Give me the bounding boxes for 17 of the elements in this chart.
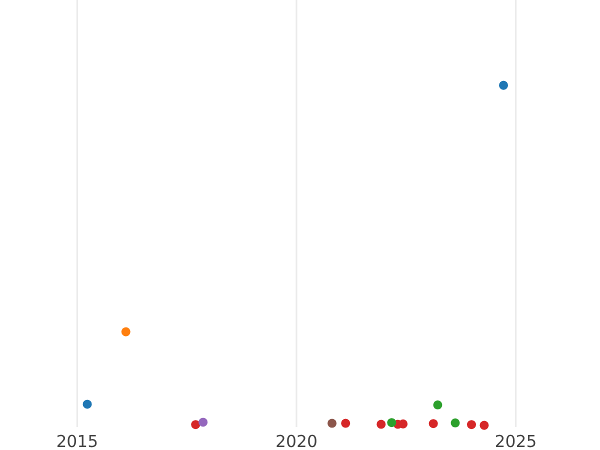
point <box>466 420 476 430</box>
point <box>341 418 350 428</box>
point <box>121 327 130 336</box>
point <box>428 419 438 428</box>
point <box>498 80 508 90</box>
point <box>82 400 92 409</box>
point <box>433 400 442 410</box>
x-tick-label: 2015 <box>56 432 98 450</box>
point <box>198 418 208 427</box>
point <box>480 420 489 430</box>
x-tick-label: 2020 <box>275 432 318 450</box>
point <box>450 418 460 428</box>
point <box>376 420 386 429</box>
point <box>191 420 200 430</box>
point <box>387 418 396 428</box>
x-tick-label: 2025 <box>494 432 537 450</box>
point <box>328 418 337 428</box>
